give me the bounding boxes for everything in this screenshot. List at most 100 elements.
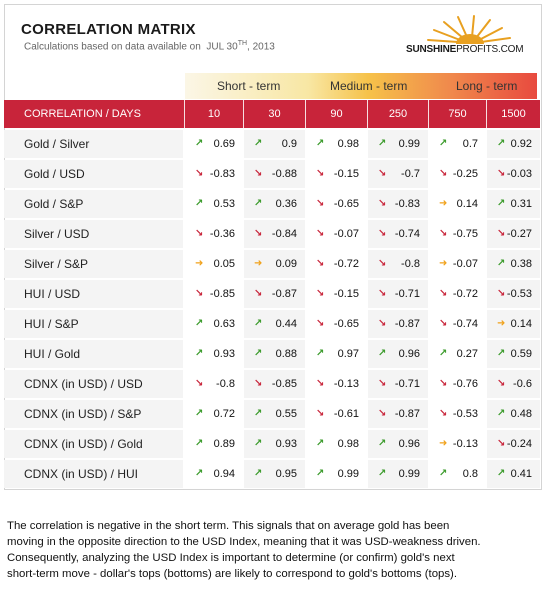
table-row: CDNX (in USD) / Gold ↗ 0.89 ↗ 0.93 ↗ 0.98 ↗ 0.96… <box>4 430 540 458</box>
correlation-value: -0.71 <box>394 378 420 390</box>
correlation-value: -0.87 <box>394 318 420 330</box>
arrow-up-icon: ↗ <box>378 138 387 149</box>
arrow-up-icon: ↗ <box>439 138 448 149</box>
arrow-down-icon: ↘ <box>378 288 387 299</box>
table-row: CDNX (in USD) / USD ↘ -0.8 ↘ -0.85 ↘ -0.13 ↘ -0.… <box>4 370 540 398</box>
correlation-cell: ↗ 0.99 <box>306 460 367 488</box>
arrow-down-icon: ↘ <box>195 168 204 179</box>
term-band: Short - term Medium - term Long - term <box>185 73 537 99</box>
correlation-value: 0.8 <box>462 468 478 480</box>
correlation-value: -0.85 <box>271 378 297 390</box>
header-separator <box>367 100 368 128</box>
correlation-cell: ↗ 0.53 <box>185 190 243 218</box>
correlation-cell: ↗ 0.48 <box>487 400 540 428</box>
arrow-down-icon: ↘ <box>195 288 204 299</box>
correlation-value: 0.93 <box>275 438 297 450</box>
arrow-up-icon: ↗ <box>316 468 325 479</box>
arrow-side-icon: ➜ <box>439 438 448 449</box>
arrow-down-icon: ↘ <box>316 258 325 269</box>
table-row: CDNX (in USD) / HUI ↗ 0.94 ↗ 0.95 ↗ 0.99 ↗ 0.99 ↗… <box>4 460 540 488</box>
table-row: Silver / USD ↘ -0.36 ↘ -0.84 ↘ -0.07 ↘ -0.74 ↘ -0.… <box>4 220 540 248</box>
correlation-cell: ↘ -0.65 <box>306 310 367 338</box>
arrow-up-icon: ↗ <box>439 348 448 359</box>
arrow-side-icon: ➜ <box>195 258 204 269</box>
correlation-cell: ↗ 0.98 <box>306 430 367 458</box>
correlation-cell: ➜ 0.14 <box>429 190 486 218</box>
correlation-cell: ↘ -0.87 <box>368 310 428 338</box>
table-row: HUI / S&P ↗ 0.63 ↗ 0.44 ↘ -0.65 ↘ -0.87 ↘ -0.74 ➜ 0.… <box>4 310 540 338</box>
arrow-up-icon: ↗ <box>195 198 204 209</box>
arrow-down-icon: ↘ <box>497 228 506 239</box>
arrow-down-icon: ↘ <box>439 318 448 329</box>
header-day-250: 250 <box>388 108 408 120</box>
arrow-up-icon: ↗ <box>316 438 325 449</box>
correlation-cell: ↗ 0.63 <box>185 310 243 338</box>
correlation-cell: ↗ 0.97 <box>306 340 367 368</box>
note-line: moving in the opposite direction to the … <box>7 536 481 548</box>
correlation-cell: ↗ 0.89 <box>185 430 243 458</box>
arrow-down-icon: ↘ <box>316 318 325 329</box>
arrow-side-icon: ➜ <box>439 198 448 209</box>
correlation-cell: ↘ -0.74 <box>368 220 428 248</box>
correlation-cell: ➜ 0.09 <box>244 250 305 278</box>
correlation-cell: ↘ -0.88 <box>244 160 305 188</box>
arrow-side-icon: ➜ <box>439 258 448 269</box>
correlation-value: 0.93 <box>213 348 235 360</box>
arrow-up-icon: ↗ <box>497 138 506 149</box>
arrow-down-icon: ↘ <box>316 378 325 389</box>
correlation-value: 0.92 <box>510 138 532 150</box>
row-label: HUI / USD <box>4 280 183 308</box>
correlation-cell: ➜ -0.07 <box>429 250 486 278</box>
arrow-up-icon: ↗ <box>254 438 263 449</box>
correlation-cell: ↘ -0.83 <box>368 190 428 218</box>
correlation-value: 0.89 <box>213 438 235 450</box>
date-year: , 2013 <box>247 41 275 53</box>
correlation-cell: ↘ -0.6 <box>487 370 540 398</box>
correlation-value: 0.27 <box>456 348 478 360</box>
correlation-value: -0.87 <box>271 288 297 300</box>
correlation-value: -0.74 <box>452 318 478 330</box>
correlation-value: -0.85 <box>209 288 235 300</box>
table-row: Silver / S&P ➜ 0.05 ➜ 0.09 ↘ -0.72 ↘ -0.8 ➜ -0.07 ↗… <box>4 250 540 278</box>
correlation-cell: ↘ -0.03 <box>487 160 540 188</box>
correlation-value: -0.03 <box>506 168 532 180</box>
correlation-cell: ↘ -0.36 <box>185 220 243 248</box>
correlation-cell: ↘ -0.7 <box>368 160 428 188</box>
arrow-down-icon: ↘ <box>378 168 387 179</box>
correlation-value: -0.84 <box>271 228 297 240</box>
arrow-up-icon: ↗ <box>316 138 325 149</box>
correlation-value: -0.25 <box>452 168 478 180</box>
sunshine-profits-logo[interactable]: SUNSHINEPROFITS.COM <box>406 14 532 58</box>
arrow-down-icon: ↘ <box>316 198 325 209</box>
correlation-cell: ↗ 0.96 <box>368 340 428 368</box>
arrow-up-icon: ↗ <box>254 408 263 419</box>
row-label: HUI / S&P <box>4 310 183 338</box>
correlation-value: -0.6 <box>513 378 532 390</box>
correlation-cell: ↘ -0.71 <box>368 280 428 308</box>
correlation-value: -0.07 <box>333 228 359 240</box>
correlation-value: 0.7 <box>462 138 478 150</box>
correlation-cell: ↘ -0.87 <box>368 400 428 428</box>
header-separator <box>184 100 185 128</box>
correlation-value: 0.05 <box>213 258 235 270</box>
correlation-cell: ↘ -0.27 <box>487 220 540 248</box>
correlation-cell: ↗ 0.72 <box>185 400 243 428</box>
table-row: Gold / S&P ↗ 0.53 ↗ 0.36 ↘ -0.65 ↘ -0.83 ➜ 0.14 ↗ 0.… <box>4 190 540 218</box>
correlation-cell: ↘ -0.72 <box>306 250 367 278</box>
header-day-1500: 1500 <box>501 108 526 120</box>
arrow-up-icon: ↗ <box>378 438 387 449</box>
correlation-cell: ↘ -0.53 <box>487 280 540 308</box>
correlation-value: 0.99 <box>398 138 420 150</box>
header-day-30: 30 <box>268 108 281 120</box>
correlation-cell: ↗ 0.95 <box>244 460 305 488</box>
correlation-value: 0.63 <box>213 318 235 330</box>
arrow-down-icon: ↘ <box>254 288 263 299</box>
correlation-value: -0.53 <box>506 288 532 300</box>
correlation-value: -0.8 <box>401 258 420 270</box>
correlation-cell: ↘ -0.84 <box>244 220 305 248</box>
correlation-cell: ↗ 0.88 <box>244 340 305 368</box>
row-label: Gold / Silver <box>4 130 183 158</box>
row-label: HUI / Gold <box>4 340 183 368</box>
arrow-up-icon: ↗ <box>195 438 204 449</box>
arrow-down-icon: ↘ <box>378 198 387 209</box>
